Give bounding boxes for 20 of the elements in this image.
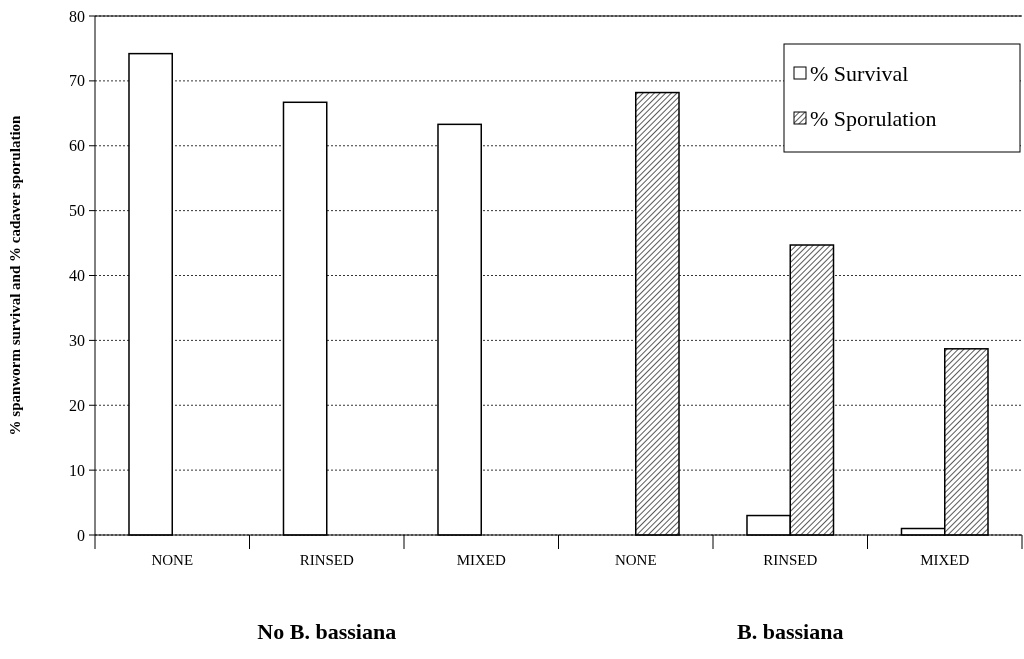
y-tick-label: 20	[69, 396, 85, 414]
legend-label: % Survival	[810, 60, 909, 86]
text: B. bassiana	[737, 619, 844, 644]
x-tick-label: NONE	[151, 552, 194, 568]
y-tick-label: 30	[69, 331, 85, 349]
text: No B. bassiana	[257, 619, 397, 644]
legend-label: % Sporulation	[810, 105, 937, 131]
x-tick-label: MIXED	[920, 552, 970, 568]
y-tick-label: 10	[69, 461, 85, 479]
x-tick-label: RINSED	[763, 552, 818, 568]
y-tick-label: 40	[69, 267, 85, 285]
y-axis-title: % spanworm survival and % cadaver sporulation	[7, 114, 23, 436]
x-tick-label: MIXED	[456, 552, 506, 568]
y-tick-label: 70	[69, 72, 85, 90]
y-tick-label: 60	[69, 137, 85, 155]
y-tick-label: 80	[69, 7, 85, 25]
x-tick-label: NONE	[614, 552, 657, 568]
y-tick-label: 50	[69, 202, 85, 220]
y-tick-label: 0	[77, 526, 85, 544]
x-tick-label: RINSED	[299, 552, 354, 568]
